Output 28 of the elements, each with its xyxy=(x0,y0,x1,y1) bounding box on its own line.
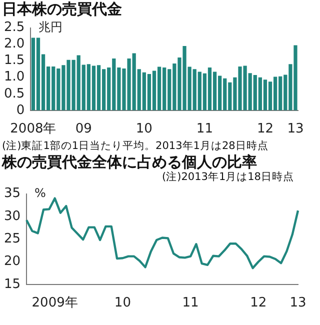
x-tick-label: 09 xyxy=(75,122,92,137)
y-tick-label: 1.0 xyxy=(4,70,25,85)
x-tick-label: 10 xyxy=(114,296,131,311)
y-tick-label: 0.5 xyxy=(4,86,25,102)
y-tick-label: 0 xyxy=(16,102,25,118)
y-tick-label: 15 xyxy=(4,276,21,292)
y-tick-label: 20 xyxy=(4,254,21,270)
y-axis-title: % xyxy=(34,186,46,200)
y-tick-label: 1.5 xyxy=(4,53,25,68)
x-tick-label: 11 xyxy=(196,122,213,137)
x-tick-label: 12 xyxy=(256,122,274,137)
y-axis-title: 兆円 xyxy=(38,20,63,34)
text: (注)2013年1月は18日時点 xyxy=(161,171,295,184)
chart-title: 株の売買代金全体に占める個人の比率 xyxy=(0,153,258,171)
x-tick-label: 13 xyxy=(287,122,304,137)
x-tick-label: 2008年 xyxy=(10,122,56,137)
y-tick-label: 35 xyxy=(4,186,21,202)
x-tick-label: 10 xyxy=(136,122,152,137)
y-tick-label: 25 xyxy=(4,231,21,246)
x-tick-label: 13 xyxy=(290,296,306,311)
y-tick-label: 2.5 xyxy=(4,20,25,36)
text: (注)東証1部の1日当たり平均。2013年1月は28日時点 xyxy=(1,140,270,153)
x-tick-label: 2009年 xyxy=(32,296,78,311)
y-tick-label: 30 xyxy=(4,208,21,224)
y-tick-label: 2.0 xyxy=(4,36,25,52)
x-tick-label: 11 xyxy=(182,296,199,311)
x-tick-label: 12 xyxy=(250,296,267,311)
chart-title: 日本株の売買代金 xyxy=(1,0,123,18)
